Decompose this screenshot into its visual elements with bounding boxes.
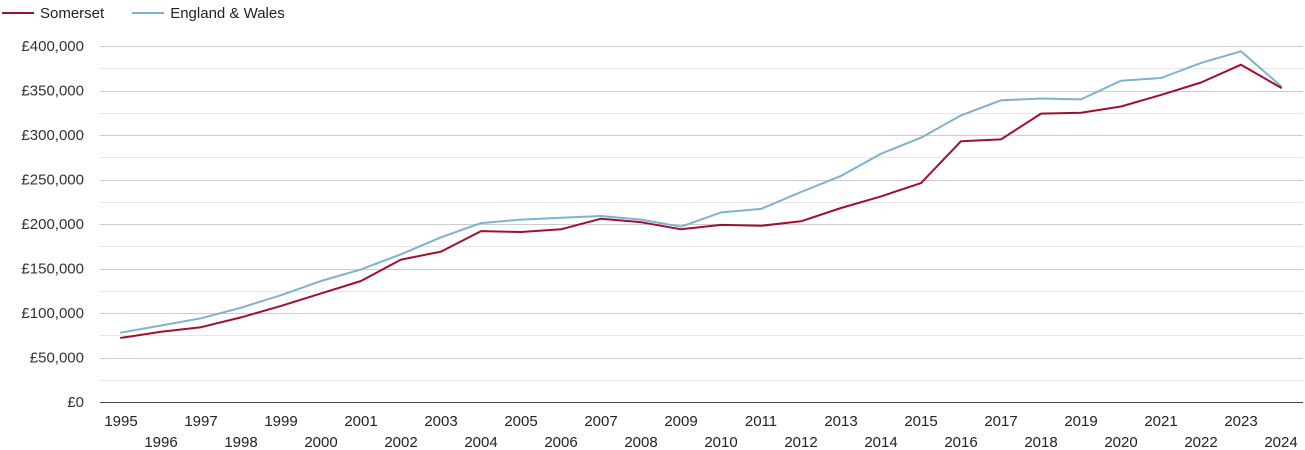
- x-tick-label: 2018: [1024, 434, 1057, 450]
- x-tick-label: 2024: [1264, 434, 1297, 450]
- series-line-england-wales: [120, 50, 1282, 334]
- x-tick-label: 1999: [264, 413, 297, 430]
- y-tick-label: £150,000: [21, 261, 84, 278]
- legend-swatch-somerset: [2, 12, 34, 14]
- x-tick-label: 2011: [745, 413, 777, 430]
- x-tick-label: 1995: [104, 413, 137, 430]
- y-tick-label: £50,000: [30, 350, 84, 367]
- x-tick-label: 2008: [624, 434, 657, 450]
- x-tick-label: 2003: [424, 413, 457, 430]
- y-tick-label: £0: [67, 394, 84, 411]
- x-tick-label: 2016: [944, 434, 977, 450]
- x-tick-label: 2007: [584, 413, 617, 430]
- x-tick-label: 2012: [784, 434, 817, 450]
- x-tick-label: 2017: [984, 413, 1017, 430]
- x-tick-label: 2010: [704, 434, 737, 450]
- y-tick-label: £400,000: [21, 38, 84, 55]
- x-tick-label: 2005: [504, 413, 537, 430]
- x-tick-label: 2006: [544, 434, 577, 450]
- x-tick-label: 2015: [904, 413, 937, 430]
- x-tick-label: 2019: [1064, 413, 1097, 430]
- x-tick-label: 2022: [1184, 434, 1217, 450]
- series-line-somerset: [120, 63, 1282, 339]
- legend-swatch-england-wales: [132, 12, 165, 14]
- x-tick-label: 2021: [1144, 413, 1177, 430]
- x-tick-label: 2013: [824, 413, 857, 430]
- x-tick-label: 2009: [664, 413, 697, 430]
- chart-legend: Somerset England & Wales: [0, 0, 311, 26]
- legend-label-england-wales: England & Wales: [170, 4, 285, 22]
- y-tick-label: £300,000: [21, 127, 84, 144]
- x-tick-label: 1998: [224, 434, 257, 450]
- x-tick-label: 2000: [304, 434, 337, 450]
- y-tick-label: £350,000: [21, 83, 84, 100]
- y-tick-label: £200,000: [21, 216, 84, 233]
- x-tick-label: 2023: [1224, 413, 1257, 430]
- y-tick-label: £100,000: [21, 305, 84, 322]
- x-tick-label: 1997: [184, 413, 217, 430]
- x-tick-label: 2001: [344, 413, 377, 430]
- legend-item-somerset: Somerset: [2, 5, 104, 22]
- gridlines: [100, 46, 1303, 381]
- x-tick-label: 1996: [144, 434, 177, 450]
- legend-item-england-wales: England & Wales: [132, 5, 285, 22]
- x-tick-label: 2014: [864, 434, 897, 450]
- legend-label-somerset: Somerset: [40, 4, 105, 22]
- y-tick-label: £250,000: [21, 172, 84, 189]
- x-tick-label: 2020: [1104, 434, 1137, 450]
- x-tick-label: 2004: [464, 434, 497, 450]
- x-tick-label: 2002: [384, 434, 417, 450]
